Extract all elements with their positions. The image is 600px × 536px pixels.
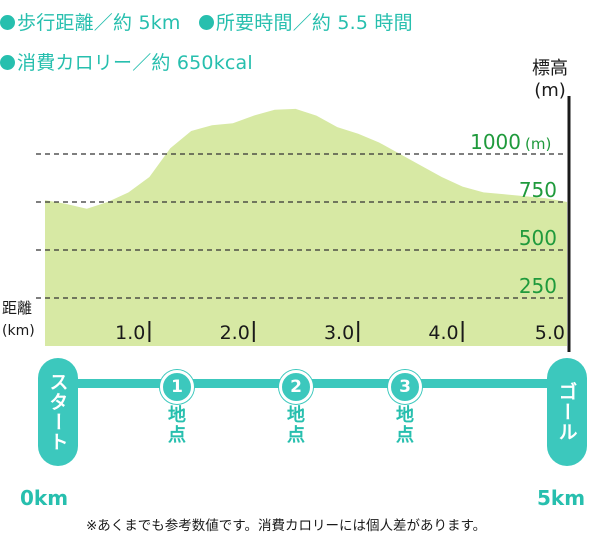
y-tick-label: 250: [519, 274, 557, 298]
y-tick-label: 500: [519, 226, 557, 250]
gridlines: [36, 153, 567, 299]
summary-line-2: 消費カロリー／約 650kcal: [0, 48, 253, 75]
y-tick-unit: (m): [525, 135, 551, 153]
x-tick-label: 4.0: [428, 322, 458, 344]
point-2-marker: 2: [279, 370, 313, 404]
bullet-icon: [0, 55, 15, 70]
x-axis-unit: (km): [2, 323, 35, 339]
x-tick-label: 3.0: [324, 322, 354, 344]
start-distance: 0km: [20, 486, 69, 510]
bullet-icon: [198, 15, 214, 30]
x-tick-label: 2.0: [220, 322, 250, 344]
y-axis-unit: (m): [534, 80, 566, 101]
x-tick-labels: 1.0 2.0 3.0 4.0 5.0: [115, 321, 565, 344]
disclaimer-note: ※あくまでも参考数値です。消費カロリーには個人差があります。: [86, 518, 487, 534]
elevation-area: [45, 108, 567, 347]
point-2-label: 地点: [284, 405, 305, 445]
x-tick-label: 1.0: [115, 322, 145, 344]
y-tick-labels: 250 500 750 1000 (m): [470, 130, 557, 298]
goal-marker: ゴール: [547, 358, 587, 466]
duration-text: 所要時間／約 5.5 時間: [215, 12, 413, 34]
walk-distance-text: 歩行距離／約 5km: [17, 12, 181, 34]
start-marker: スタート: [38, 358, 78, 466]
summary-line-1: 歩行距離／約 5km 所要時間／約 5.5 時間: [0, 8, 413, 35]
bullet-icon: [0, 15, 15, 30]
y-axis-label: 標高: [532, 58, 568, 79]
end-distance: 5km: [537, 486, 586, 510]
point-3-label: 地点: [393, 405, 414, 445]
x-tick-label: 5.0: [535, 322, 565, 344]
y-tick-label: 750: [519, 178, 557, 202]
point-1-label: 地点: [165, 405, 186, 445]
calories-text: 消費カロリー／約 650kcal: [17, 52, 253, 74]
x-axis-label: 距離: [2, 299, 32, 317]
point-3-marker: 3: [388, 370, 422, 404]
y-tick-label: 1000: [470, 130, 521, 154]
point-1-marker: 1: [160, 370, 194, 404]
